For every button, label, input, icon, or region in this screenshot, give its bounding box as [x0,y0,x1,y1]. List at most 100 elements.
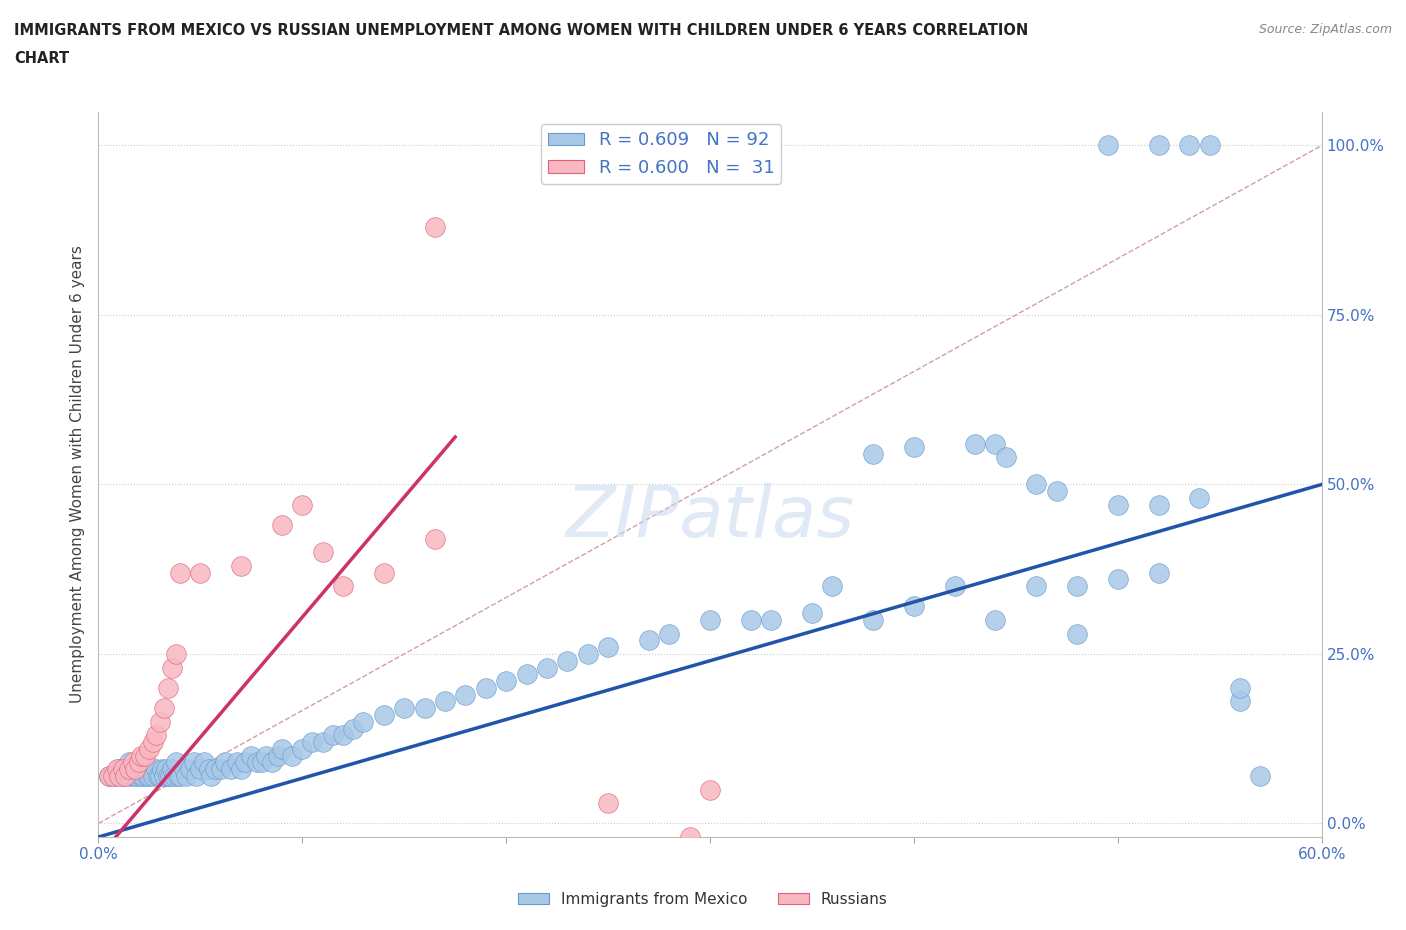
Point [163,768,186,783]
Point [679,830,702,844]
Point [129,749,152,764]
Point [250,755,273,770]
Point [1147,565,1170,580]
Point [97,768,120,783]
Point [1229,694,1251,709]
Point [149,714,172,729]
Point [156,681,179,696]
Point [142,768,165,783]
Point [454,687,477,702]
Text: IMMIGRANTS FROM MEXICO VS RUSSIAN UNEMPLOYMENT AMONG WOMEN WITH CHILDREN UNDER 6: IMMIGRANTS FROM MEXICO VS RUSSIAN UNEMPL… [14,23,1028,38]
Point [145,762,167,777]
Point [169,768,191,783]
Y-axis label: Unemployment Among Women with Children Under 6 years: Unemployment Among Women with Children U… [70,246,86,703]
Point [124,762,146,777]
Point [149,768,172,783]
Point [312,545,335,560]
Point [301,735,323,750]
Point [174,768,197,783]
Point [108,768,131,783]
Point [118,762,141,777]
Point [188,565,212,580]
Point [495,673,517,688]
Point [413,700,436,715]
Point [1147,138,1170,153]
Point [128,762,150,777]
Point [240,749,263,764]
Point [965,436,987,451]
Point [188,762,212,777]
Point [423,219,446,234]
Point [146,768,169,783]
Point [124,762,146,777]
Point [134,749,156,764]
Point [122,755,145,770]
Point [291,498,314,512]
Point [160,762,183,777]
Point [127,768,149,783]
Point [332,728,354,743]
Point [658,626,681,641]
Point [1066,626,1088,641]
Point [226,755,249,770]
Point [156,768,179,783]
Point [1188,491,1211,506]
Point [322,728,344,743]
Legend: Immigrants from Mexico, Russians: Immigrants from Mexico, Russians [512,886,894,913]
Point [1178,138,1201,153]
Point [197,762,219,777]
Point [132,768,155,783]
Point [270,518,294,533]
Point [903,440,925,455]
Point [1147,498,1170,512]
Point [111,762,134,777]
Point [862,446,884,461]
Point [114,768,136,783]
Point [179,762,201,777]
Point [699,782,721,797]
Point [576,646,599,661]
Point [105,762,128,777]
Point [862,613,884,628]
Point [150,762,173,777]
Point [1045,484,1069,498]
Point [152,768,174,783]
Point [1025,477,1047,492]
Point [761,613,783,628]
Text: CHART: CHART [14,51,69,66]
Point [434,694,457,709]
Point [984,436,1007,451]
Point [699,613,721,628]
Point [1229,681,1251,696]
Point [312,735,335,750]
Point [142,735,165,750]
Point [373,565,395,580]
Point [136,768,159,783]
Point [352,714,374,729]
Point [943,578,966,593]
Point [141,762,163,777]
Point [598,796,620,811]
Point [260,755,283,770]
Point [1066,578,1088,593]
Point [536,660,558,675]
Point [167,768,190,783]
Point [423,531,446,546]
Point [97,768,120,783]
Point [281,749,304,764]
Point [231,558,253,573]
Point [129,768,152,783]
Point [104,768,127,783]
Point [267,749,290,764]
Point [373,708,395,723]
Point [332,578,354,593]
Point [903,599,925,614]
Point [291,741,314,756]
Point [118,768,141,783]
Point [138,768,160,783]
Point [101,768,124,783]
Point [186,768,208,783]
Point [740,613,762,628]
Point [173,762,195,777]
Point [1198,138,1220,153]
